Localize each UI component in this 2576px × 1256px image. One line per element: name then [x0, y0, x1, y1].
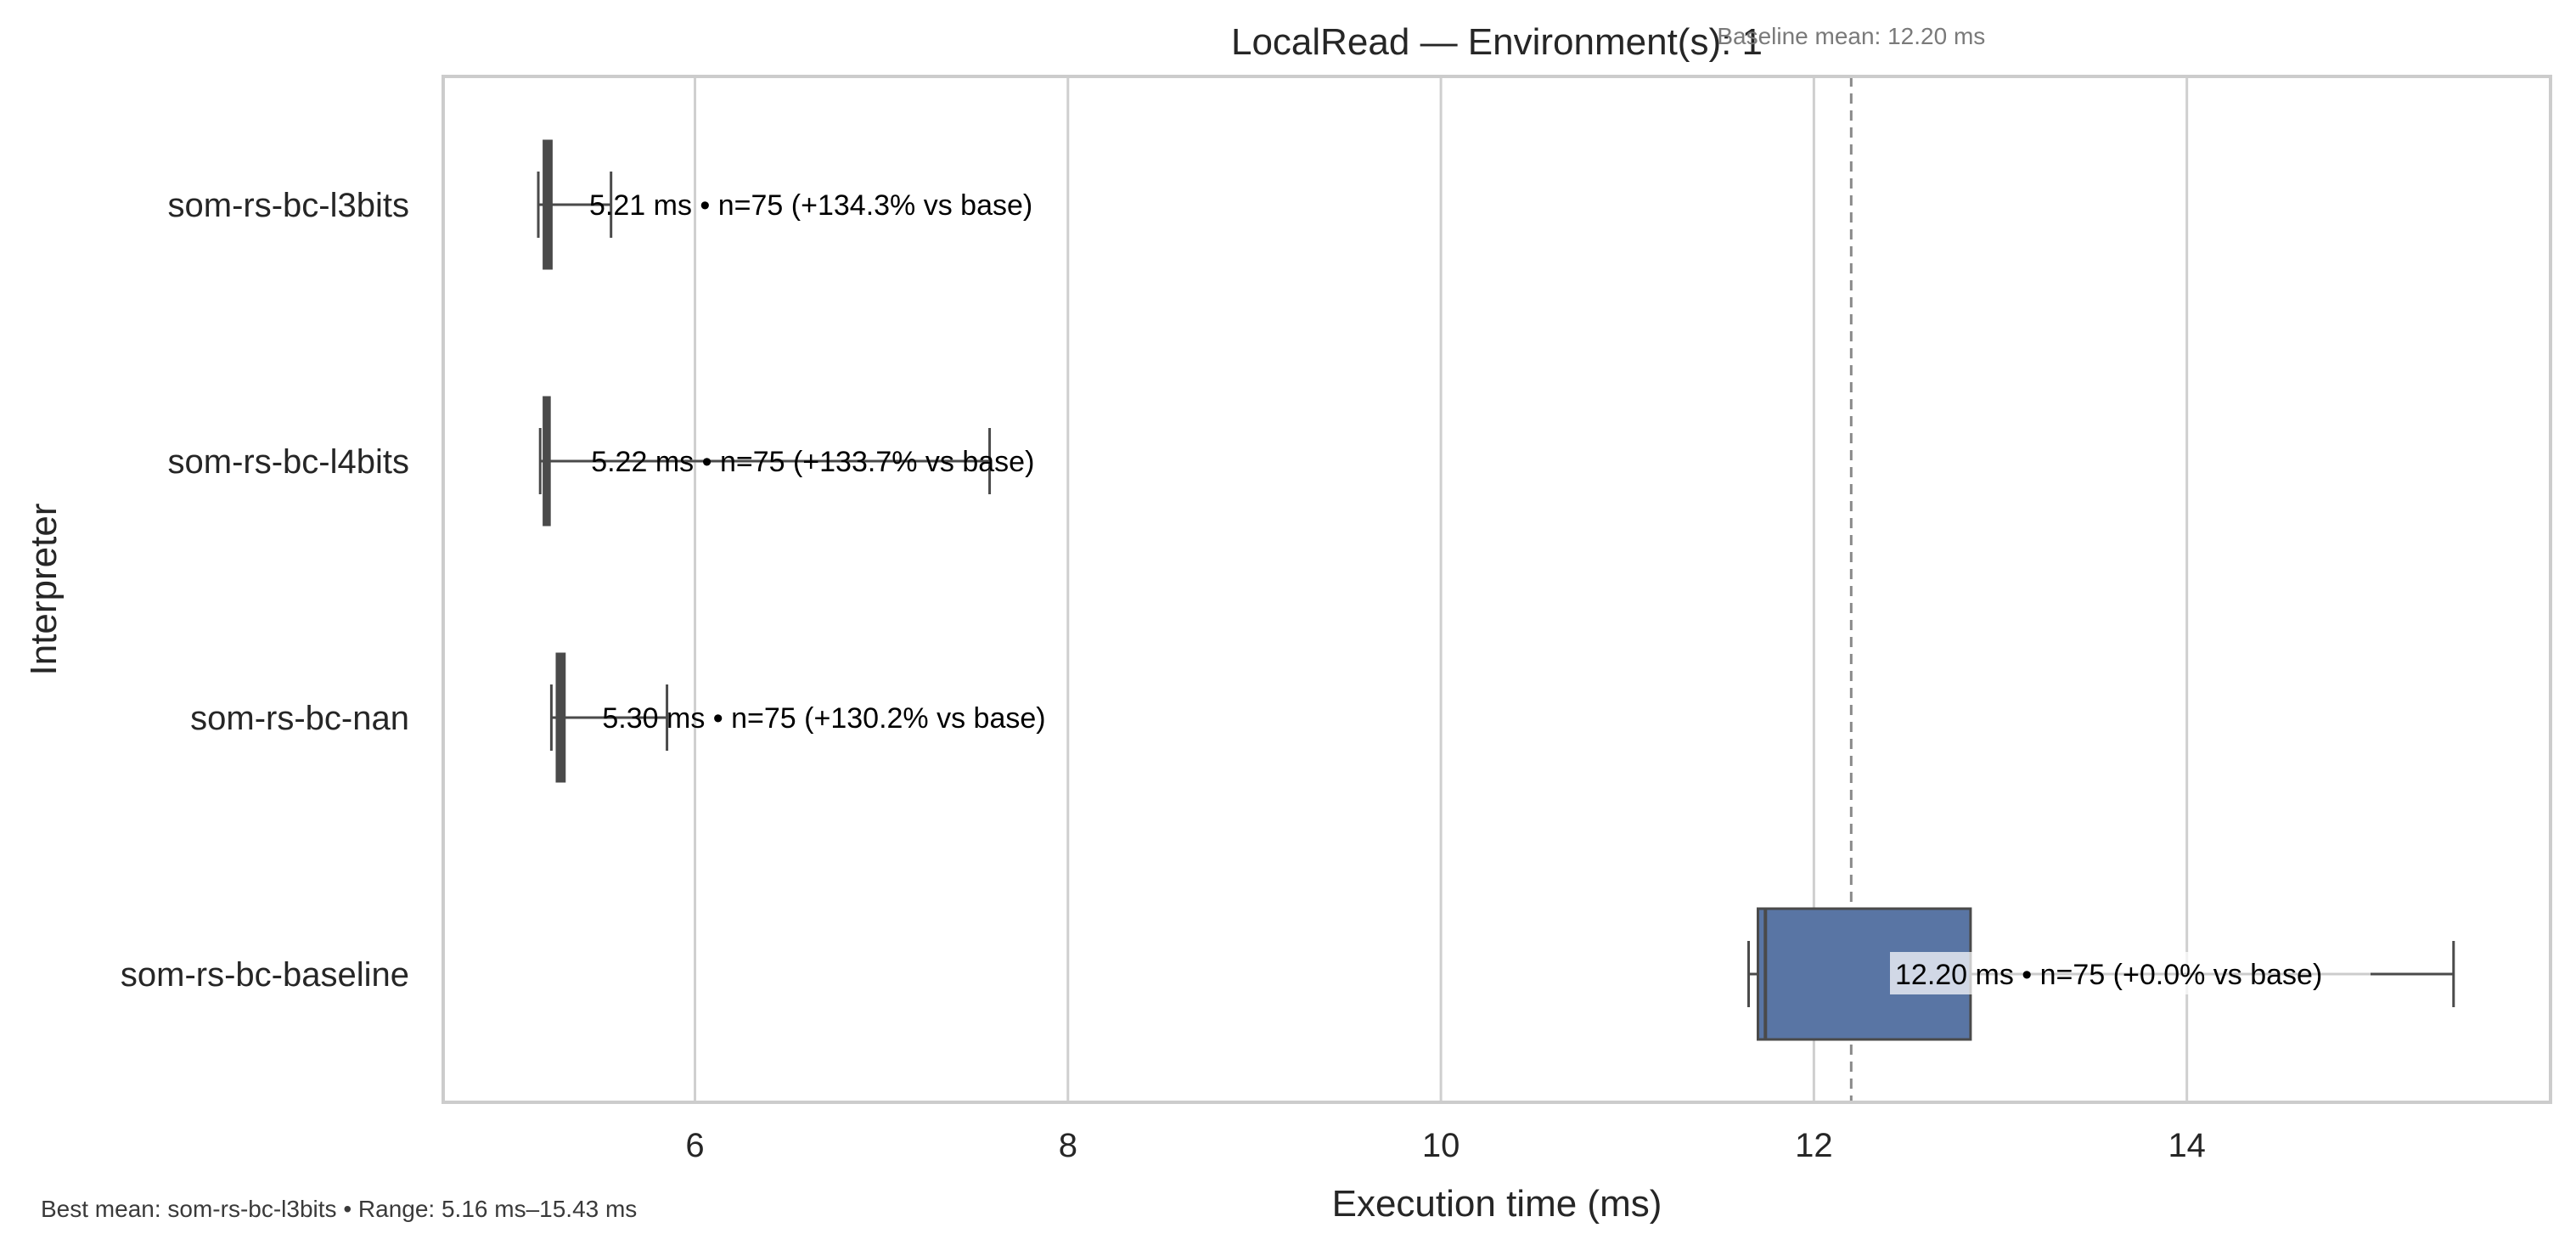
category-tick-label: som-rs-bc-l3bits [168, 187, 409, 224]
chart-title: LocalRead — Environment(s): 1 [1231, 21, 1763, 63]
y-axis-label: Interpreter [23, 504, 65, 676]
data-label: 5.21 ms • n=75 (+134.3% vs base) [589, 189, 1032, 222]
x-axis-label: Execution time (ms) [1332, 1183, 1662, 1225]
x-tick-label: 6 [685, 1127, 704, 1164]
plot-frame [442, 75, 2552, 1104]
category-tick-label: som-rs-bc-baseline [121, 956, 409, 994]
data-label-background [1890, 952, 2371, 994]
data-label: 12.20 ms • n=75 (+0.0% vs base) [1895, 959, 2322, 991]
data-label: 5.22 ms • n=75 (+133.7% vs base) [591, 446, 1034, 478]
x-tick-label: 10 [1422, 1127, 1460, 1164]
summary-footnote: Best mean: som-rs-bc-l3bits • Range: 5.1… [41, 1196, 638, 1222]
baseline-mean-label: Baseline mean: 12.20 ms [1717, 23, 1985, 49]
data-label: 5.30 ms • n=75 (+130.2% vs base) [602, 702, 1045, 735]
category-tick-label: som-rs-bc-nan [190, 700, 409, 737]
x-tick-label: 8 [1059, 1127, 1077, 1164]
box-iqr [555, 652, 566, 783]
x-tick-label: 12 [1795, 1127, 1833, 1164]
box-iqr [543, 139, 553, 270]
x-tick-label: 14 [2168, 1127, 2206, 1164]
category-tick-label: som-rs-bc-l4bits [168, 443, 409, 481]
